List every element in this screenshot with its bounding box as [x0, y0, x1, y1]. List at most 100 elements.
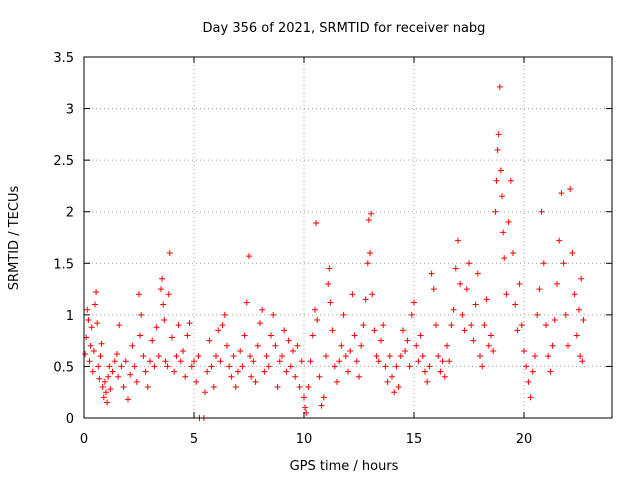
data-point — [490, 347, 497, 354]
data-point — [313, 220, 320, 227]
data-point — [529, 368, 536, 375]
data-point — [257, 320, 263, 327]
y-axis-label: SRMTID / TECUs — [7, 186, 22, 291]
data-point — [241, 332, 248, 339]
data-point — [373, 353, 380, 360]
data-point — [101, 378, 108, 385]
data-point — [393, 363, 400, 370]
data-point — [138, 311, 145, 318]
data-point — [576, 306, 582, 313]
data-point — [195, 353, 202, 360]
data-point — [184, 332, 191, 339]
data-point — [318, 402, 325, 409]
data-point — [554, 280, 560, 287]
data-point — [159, 275, 166, 282]
data-point — [302, 404, 309, 411]
data-point — [364, 260, 371, 267]
data-point — [103, 389, 109, 396]
data-point — [384, 378, 391, 385]
data-point — [492, 208, 499, 215]
data-point — [164, 363, 171, 370]
data-point — [144, 384, 151, 391]
data-point — [158, 286, 164, 293]
data-point — [579, 358, 586, 365]
x-tick-label: 15 — [406, 432, 423, 447]
data-point — [367, 249, 373, 256]
data-point — [84, 306, 91, 313]
data-point — [472, 301, 479, 308]
data-point — [507, 177, 514, 184]
data-point — [378, 337, 384, 344]
data-point — [122, 358, 129, 365]
data-point — [499, 193, 505, 200]
data-point — [193, 378, 200, 385]
data-point — [435, 353, 442, 360]
data-point — [483, 296, 490, 303]
data-point — [389, 373, 395, 380]
data-point — [549, 342, 556, 349]
data-point — [474, 270, 481, 277]
data-point — [534, 311, 541, 318]
data-point — [439, 358, 446, 365]
data-point — [525, 378, 532, 385]
data-point — [481, 322, 488, 329]
data-point — [518, 322, 525, 329]
data-point — [309, 332, 316, 339]
data-point — [523, 363, 530, 370]
data-point — [93, 289, 100, 296]
data-point — [263, 353, 270, 360]
data-point — [358, 342, 365, 349]
data-point — [147, 358, 153, 365]
data-point — [536, 286, 543, 293]
data-point — [571, 291, 578, 298]
data-point — [455, 237, 461, 244]
data-point — [100, 394, 107, 401]
data-point — [87, 342, 94, 349]
data-point — [127, 371, 134, 378]
data-point — [430, 286, 437, 293]
data-point — [314, 317, 321, 324]
data-point — [213, 353, 219, 360]
data-point — [329, 327, 336, 334]
data-point — [169, 334, 175, 341]
data-point — [208, 363, 215, 370]
data-point — [569, 249, 576, 256]
data-point — [155, 353, 162, 360]
data-point — [500, 229, 507, 236]
data-point — [327, 299, 334, 306]
data-point — [400, 327, 406, 334]
data-point — [375, 358, 382, 365]
data-point — [90, 347, 97, 354]
data-point — [560, 260, 567, 267]
data-point — [516, 280, 523, 287]
data-point — [578, 275, 585, 282]
data-point — [312, 306, 318, 313]
data-point — [104, 399, 111, 406]
data-point — [334, 378, 340, 385]
data-point — [191, 358, 197, 365]
data-point — [505, 219, 512, 226]
data-point — [450, 306, 457, 313]
data-point — [106, 363, 113, 370]
data-point — [95, 363, 102, 370]
data-point — [105, 373, 112, 380]
data-point — [290, 347, 296, 354]
data-point — [137, 332, 144, 339]
data-point — [395, 384, 402, 391]
data-point — [565, 342, 571, 349]
data-point — [567, 186, 574, 193]
data-point — [259, 306, 266, 313]
data-point — [243, 299, 250, 306]
data-point — [215, 327, 222, 334]
data-point — [177, 358, 184, 365]
data-point — [88, 324, 95, 331]
data-point — [470, 337, 477, 344]
data-point — [250, 358, 257, 365]
data-point — [160, 301, 167, 308]
data-point — [466, 260, 472, 267]
data-point — [422, 368, 428, 375]
data-point — [254, 342, 261, 349]
data-point — [479, 363, 486, 370]
data-point — [551, 317, 558, 324]
data-point — [386, 353, 393, 360]
